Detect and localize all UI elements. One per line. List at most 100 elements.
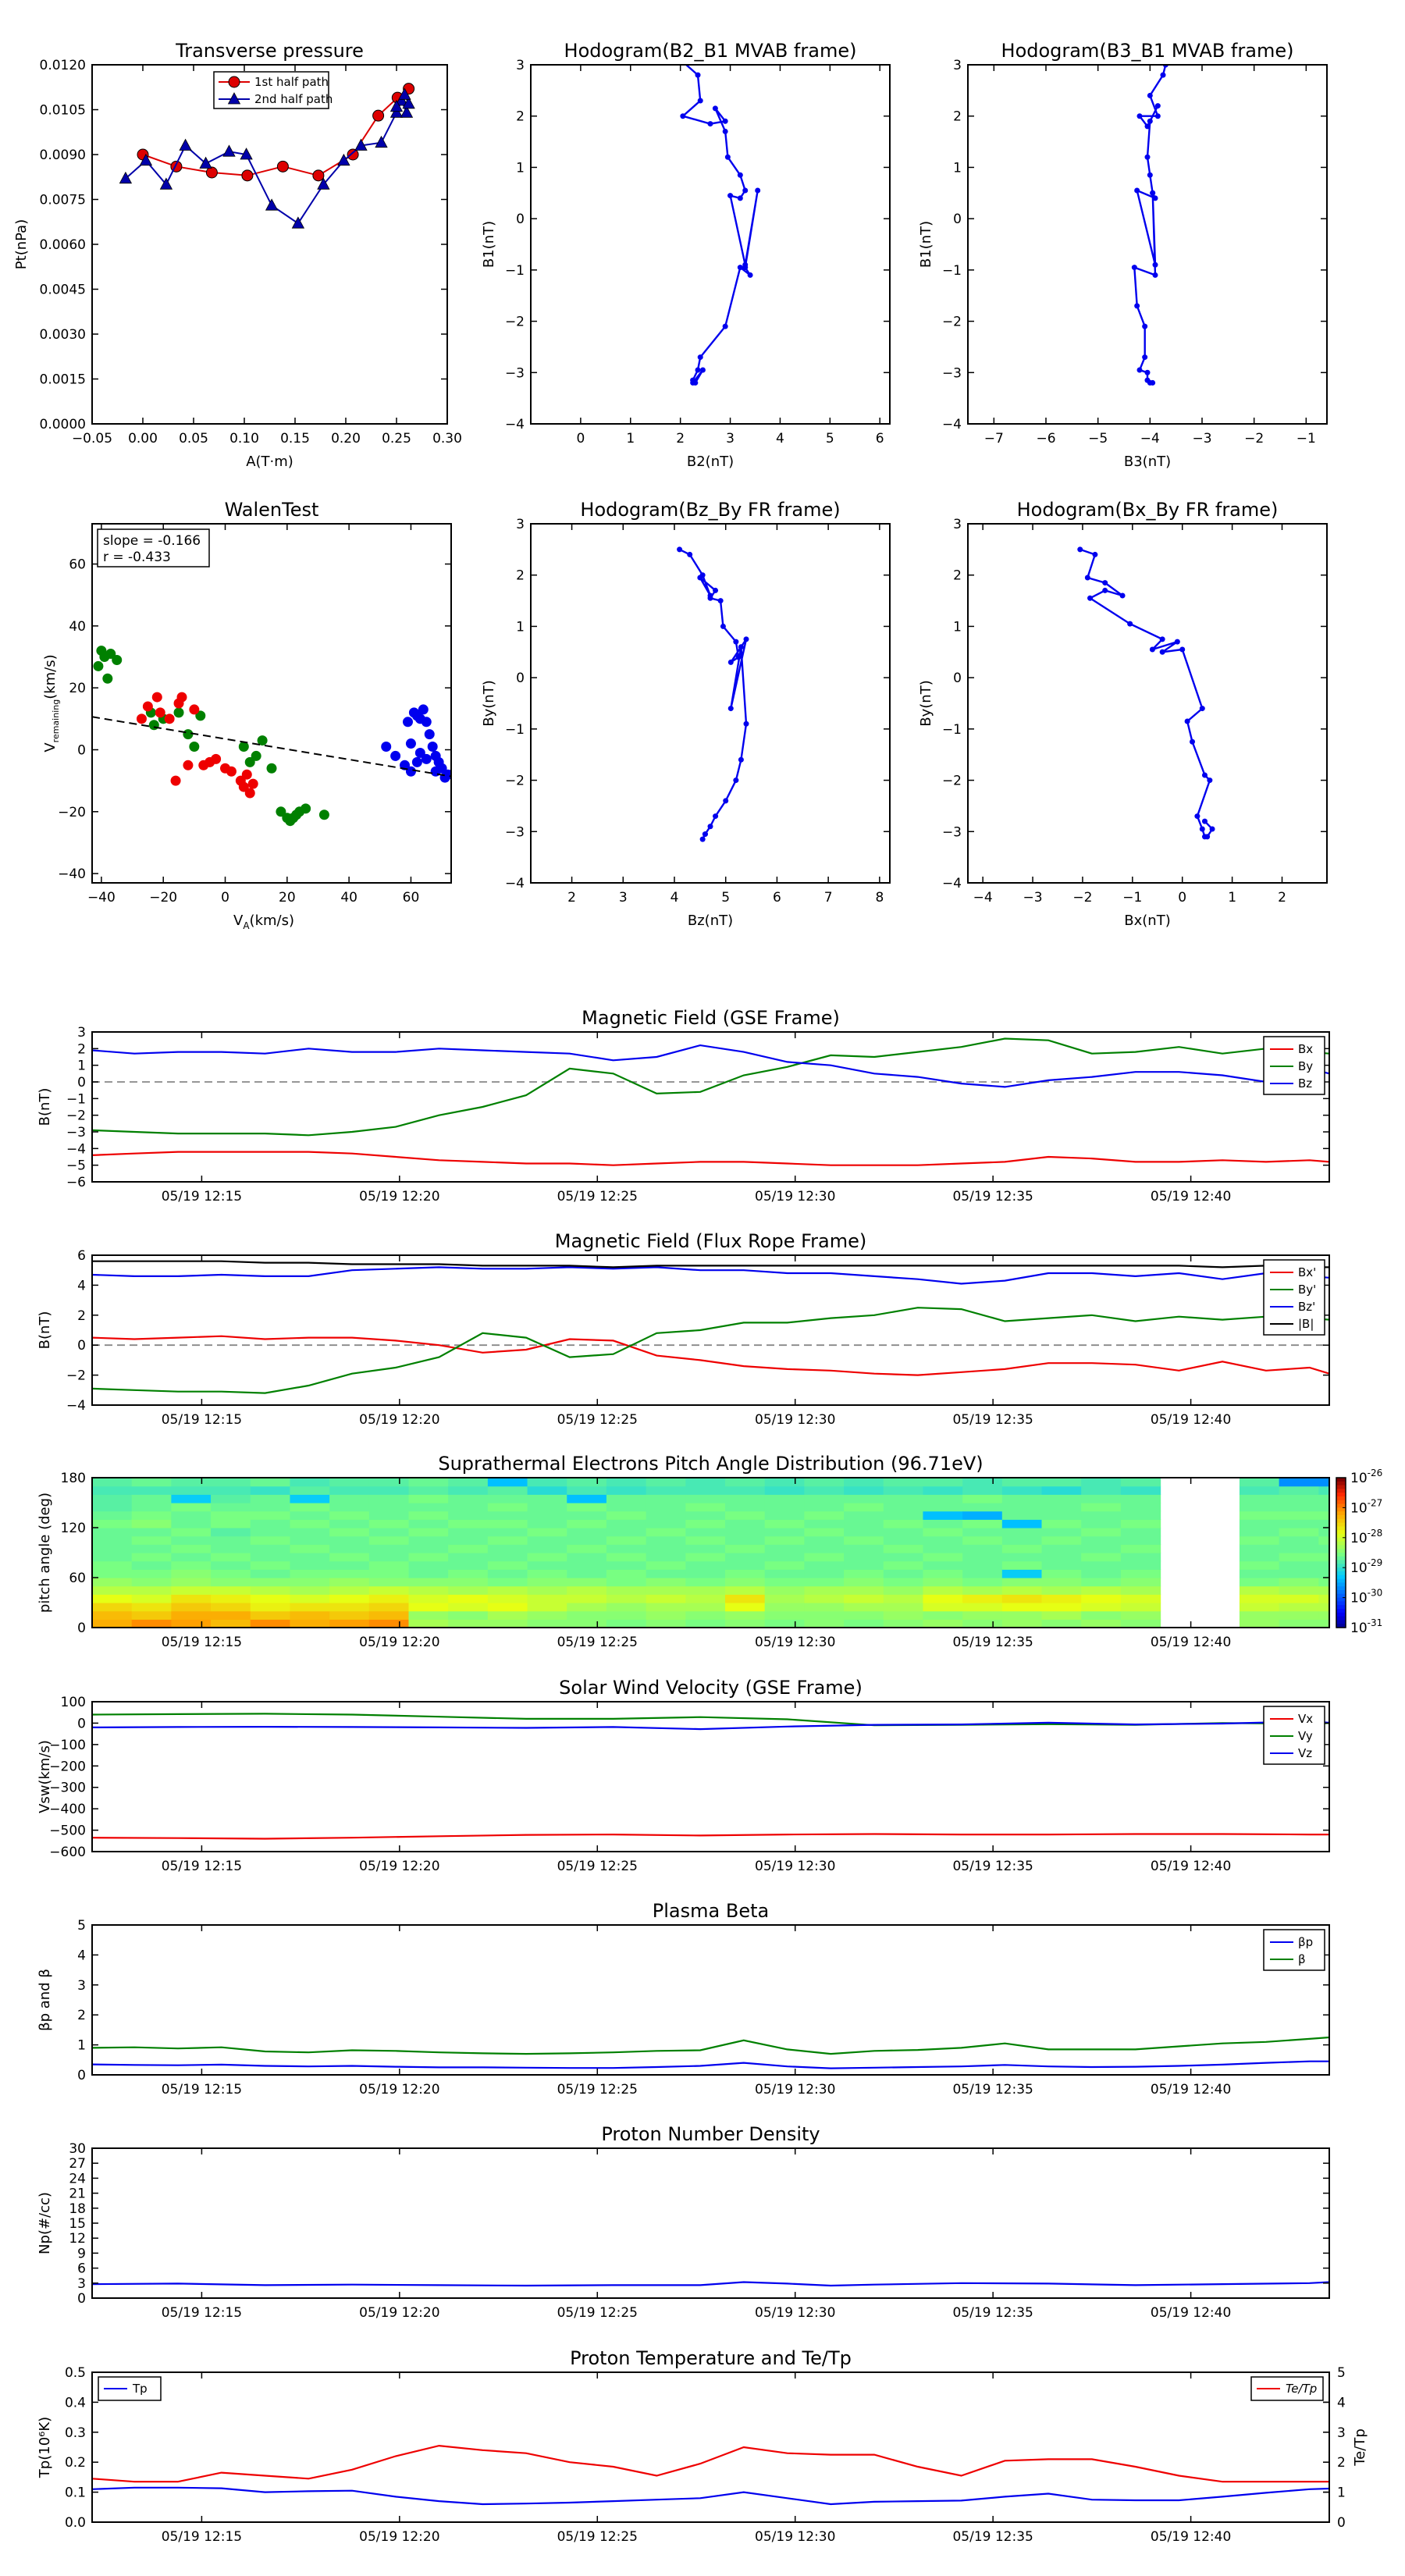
heatmap-cell bbox=[408, 1535, 449, 1545]
x-axis-label: VA(km/s) bbox=[233, 913, 294, 931]
heatmap-cell bbox=[764, 1619, 805, 1628]
x-tick-label: −2 bbox=[1072, 890, 1092, 906]
data-point bbox=[1174, 639, 1180, 645]
heatmap-cell bbox=[171, 1485, 212, 1495]
heatmap-cell bbox=[1041, 1578, 1082, 1587]
data-point bbox=[722, 323, 728, 329]
heatmap-cell bbox=[1041, 1485, 1082, 1495]
heatmap-cell bbox=[487, 1510, 528, 1520]
heatmap-cell bbox=[1239, 1519, 1280, 1528]
hodogram-bz-by-frame bbox=[530, 523, 891, 884]
heatmap-cell bbox=[1001, 1594, 1043, 1603]
scatter-point bbox=[148, 720, 159, 731]
y-tick-label-right: 0 bbox=[1337, 2515, 1346, 2531]
colorbar-segment bbox=[1336, 1493, 1346, 1497]
heatmap-cell bbox=[211, 1578, 251, 1587]
heatmap-cell bbox=[487, 1478, 528, 1487]
heatmap-cell bbox=[1279, 1503, 1319, 1512]
heatmap-cell bbox=[408, 1594, 449, 1603]
heatmap-cell bbox=[1001, 1485, 1043, 1495]
heatmap-cell bbox=[804, 1535, 845, 1545]
heatmap-cell bbox=[448, 1578, 489, 1587]
chart-title: Magnetic Field (Flux Rope Frame) bbox=[555, 1230, 866, 1252]
y-tick-label: 3 bbox=[77, 2276, 86, 2292]
heatmap-cell bbox=[685, 1510, 726, 1520]
heatmap-cell bbox=[1239, 1528, 1280, 1537]
heatmap-cell bbox=[923, 1544, 963, 1553]
time-tick-label: 05/19 12:25 bbox=[557, 2305, 638, 2321]
colorbar-segment bbox=[1336, 1560, 1346, 1564]
data-point bbox=[699, 367, 706, 373]
heatmap-cell bbox=[290, 1519, 330, 1528]
heatmap-cell bbox=[725, 1503, 766, 1512]
data-point bbox=[697, 98, 703, 104]
data-point bbox=[291, 216, 305, 229]
heatmap-cell bbox=[567, 1578, 607, 1587]
heatmap-cell bbox=[646, 1478, 686, 1487]
y-tick-label: 6 bbox=[77, 2261, 86, 2277]
heatmap-cell bbox=[923, 1494, 963, 1503]
heatmap-cell bbox=[606, 1494, 647, 1503]
chart-title: Proton Number Density bbox=[601, 2123, 820, 2145]
heatmap-cell bbox=[290, 1485, 330, 1495]
x-tick-label: −7 bbox=[984, 431, 1004, 447]
legend: Vx Vy Vz bbox=[1263, 1706, 1325, 1765]
heatmap-cell bbox=[290, 1503, 330, 1512]
heatmap-cell bbox=[527, 1553, 567, 1562]
heatmap-cell bbox=[883, 1510, 924, 1520]
data-point bbox=[737, 195, 743, 201]
legend-box bbox=[1263, 1929, 1325, 1971]
time-tick-label: 05/19 12:35 bbox=[952, 1859, 1033, 1874]
data-point bbox=[737, 172, 743, 178]
heatmap-cell bbox=[606, 1478, 647, 1487]
heatmap-cell bbox=[527, 1610, 567, 1620]
heatmap-cell bbox=[1239, 1610, 1280, 1620]
heatmap-cell bbox=[725, 1560, 766, 1570]
y-axis-label: Pt(nPa) bbox=[13, 219, 30, 269]
scatter-point bbox=[176, 692, 187, 703]
heatmap-cell bbox=[487, 1619, 528, 1628]
heatmap-cell bbox=[527, 1594, 567, 1603]
heatmap-cell bbox=[92, 1494, 133, 1503]
proton-temperature-frame bbox=[91, 2371, 1330, 2523]
scatter-point bbox=[173, 707, 184, 718]
heatmap-cell bbox=[567, 1569, 607, 1578]
heatmap-cell bbox=[1001, 1494, 1043, 1503]
heatmap-cell bbox=[408, 1478, 449, 1487]
data-point bbox=[722, 118, 728, 124]
y-tick-label: 0 bbox=[77, 2291, 86, 2307]
heatmap-cell bbox=[1279, 1585, 1319, 1595]
heatmap-cell bbox=[1120, 1553, 1161, 1562]
y-tick-label: 1 bbox=[953, 619, 962, 635]
y-tick-label: 0 bbox=[516, 212, 525, 227]
heatmap-cell bbox=[685, 1569, 726, 1578]
heatmap-cell bbox=[804, 1553, 845, 1562]
time-tick-label: 05/19 12:35 bbox=[952, 1412, 1033, 1428]
heatmap-cell bbox=[290, 1560, 330, 1570]
y-tick-label: 0.0030 bbox=[40, 327, 86, 343]
heatmap-cell bbox=[527, 1619, 567, 1628]
colorbar-segment bbox=[1336, 1593, 1346, 1599]
data-point bbox=[743, 720, 749, 727]
time-tick-label: 05/19 12:30 bbox=[755, 1635, 835, 1650]
scatter-point bbox=[189, 704, 200, 715]
y-axis-label: Vremaining(km/s) bbox=[42, 654, 61, 752]
heatmap-cell bbox=[329, 1585, 370, 1595]
heatmap-cell bbox=[844, 1553, 884, 1562]
data-point bbox=[742, 187, 749, 194]
heatmap-cell bbox=[1279, 1610, 1319, 1620]
heatmap-cell bbox=[1081, 1519, 1122, 1528]
heatmap-cell bbox=[844, 1569, 884, 1578]
colorbar-segment bbox=[1336, 1503, 1346, 1508]
heatmap-cell bbox=[92, 1610, 133, 1620]
heatmap-cell bbox=[131, 1585, 172, 1595]
annotation-box bbox=[97, 528, 210, 568]
data-point bbox=[139, 153, 153, 166]
heatmap-cell bbox=[1239, 1594, 1280, 1603]
colorbar-segment bbox=[1336, 1522, 1346, 1527]
heatmap-cell bbox=[764, 1503, 805, 1512]
heatmap-cell bbox=[804, 1544, 845, 1553]
y-tick-label: 0 bbox=[516, 671, 525, 686]
data-point bbox=[395, 94, 408, 106]
heatmap-cell bbox=[1239, 1603, 1280, 1612]
